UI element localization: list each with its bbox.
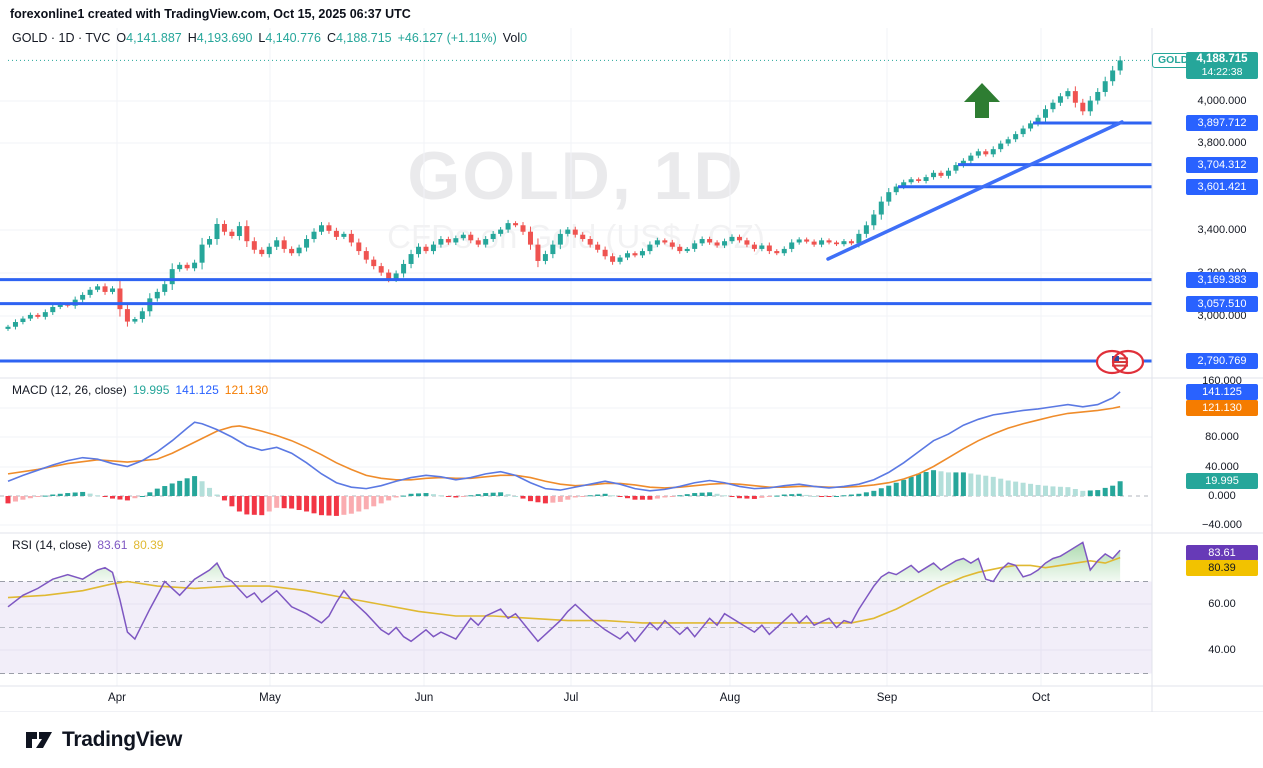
time-axis-label-oct[interactable]: Oct [1032,692,1050,704]
drawing-overlays[interactable] [0,59,1152,363]
candlestick-series [5,56,1123,331]
credit-line: forexonline1 created with TradingView.co… [10,7,411,21]
rsi-ma-value: 80.39 [133,538,164,552]
up-arrow-icon[interactable] [964,83,1000,118]
time-axis-label-aug[interactable]: Aug [719,692,741,704]
close-label: C [326,31,336,45]
low-label: L [258,31,266,45]
rsi-title[interactable]: RSI (14, close) [12,538,92,552]
change-value: +46.127 (+1.11%) [397,31,497,45]
macd-signal-value: 121.130 [224,383,269,397]
rsi-indicator [0,541,1152,674]
tradingview-logo-icon [26,732,52,748]
time-axis-label-jun[interactable]: Jun [414,692,434,704]
tradingview-logo-text: TradingView [62,728,183,751]
chart-canvas[interactable] [0,0,1263,712]
pane-separators [0,28,1263,712]
forexonline-logo-icon [1095,349,1145,375]
time-axis[interactable]: Apr May Jun Jul Aug Sep Oct [0,686,1152,712]
open-value: 4,141.887 [126,31,182,45]
low-value: 4,140.776 [265,31,321,45]
time-axis-label-sep[interactable]: Sep [876,692,898,704]
symbol-title[interactable]: GOLD · 1D · TVC [12,31,111,45]
open-label: O [116,31,127,45]
close-value: 4,188.715 [335,31,392,45]
volume-value: 0 [520,31,528,45]
volume-label: Vol [502,31,521,45]
macd-indicator [0,391,1152,516]
macd-title[interactable]: MACD (12, 26, close) [12,383,127,397]
footer-branding: TradingView [0,712,1263,768]
high-label: H [187,31,197,45]
rsi-value: 83.61 [97,538,128,552]
macd-legend[interactable]: MACD (12, 26, close) 19.995 141.125 121.130 [12,383,274,397]
time-axis-label-jul[interactable]: Jul [563,692,579,704]
main-series-legend[interactable]: GOLD · 1D · TVC O4,141.887 H4,193.690 L4,14… [12,31,533,45]
time-axis-label-apr[interactable]: Apr [108,692,126,704]
time-axis-label-may[interactable]: May [259,692,281,704]
macd-histogram-value: 19.995 [132,383,170,397]
rsi-legend[interactable]: RSI (14, close) 83.61 80.39 [12,538,169,552]
macd-line-value: 141.125 [175,383,219,397]
chart-area[interactable]: GOLD, 1D CFDs on Gold (US$ / OZ) GOLD · … [0,0,1263,712]
high-value: 4,193.690 [196,31,253,45]
